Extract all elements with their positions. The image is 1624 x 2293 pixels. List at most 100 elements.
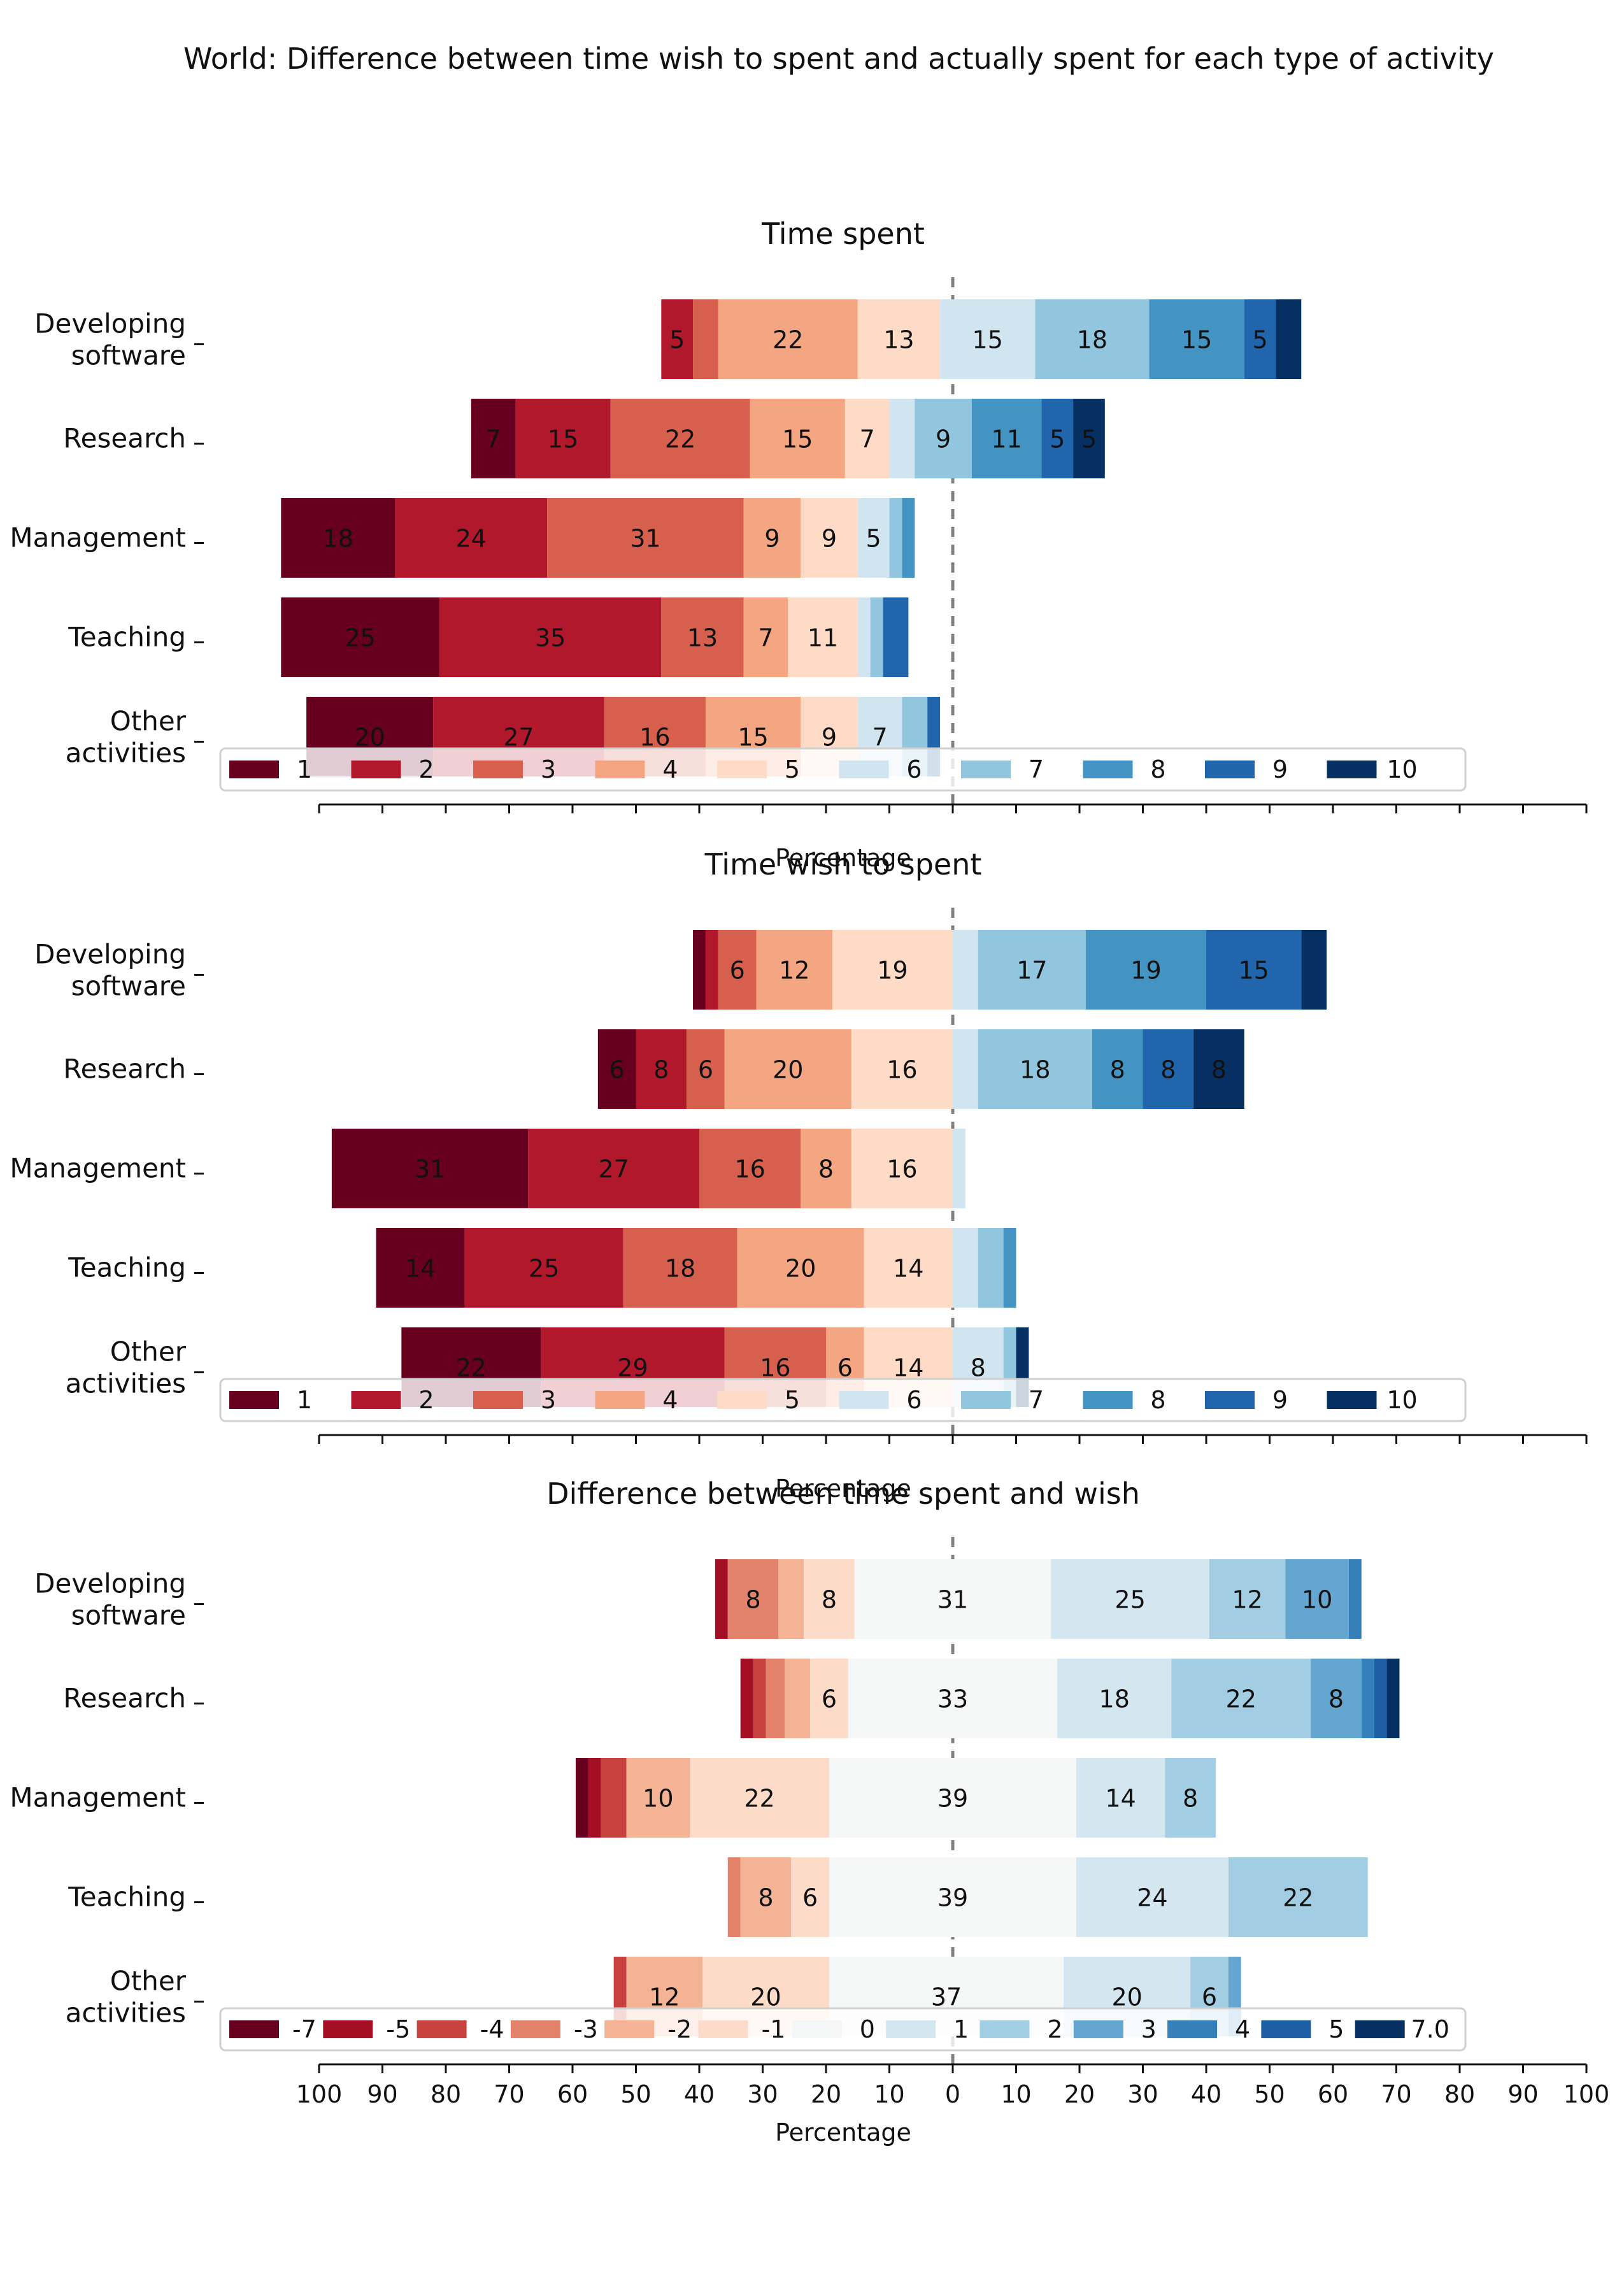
legend-swatch xyxy=(698,2020,748,2038)
x-tick-label: 0 xyxy=(945,2080,960,2108)
bar-segment xyxy=(737,1228,864,1308)
category-label: Management xyxy=(10,1782,186,1813)
bar-segment xyxy=(832,930,953,1010)
bar-value-label: 8 xyxy=(1211,1056,1227,1084)
bar-value-label: 18 xyxy=(1099,1685,1130,1713)
legend-label: -5 xyxy=(386,2015,410,2043)
bar-segment xyxy=(1035,299,1150,379)
legend-label: 1 xyxy=(297,1386,312,1414)
legend-swatch xyxy=(961,761,1011,778)
bar-value-label: 17 xyxy=(1016,957,1047,985)
bar-value-label: 22 xyxy=(773,326,803,354)
category-label: software xyxy=(71,971,186,1002)
bar-value-label: 37 xyxy=(931,1983,962,2011)
bar-segment xyxy=(1003,1228,1016,1308)
bar-value-label: 20 xyxy=(785,1255,816,1283)
bar-segment xyxy=(857,498,890,578)
legend-label: 3 xyxy=(541,755,556,783)
bar-value-label: 22 xyxy=(1226,1685,1257,1713)
bar-segment xyxy=(1285,1559,1349,1639)
bar-segment xyxy=(889,399,915,478)
legend-swatch xyxy=(717,1391,767,1409)
bar-value-label: 27 xyxy=(598,1155,629,1183)
bar-segment xyxy=(1171,1659,1311,1738)
bar-value-label: 15 xyxy=(972,326,1003,354)
legend-label: 4 xyxy=(662,755,678,783)
bar-segment xyxy=(1149,299,1244,379)
legend-label: 2 xyxy=(418,1386,434,1414)
x-tick-label: 60 xyxy=(1318,2080,1348,2108)
bar-segment xyxy=(626,1758,690,1838)
bar-segment xyxy=(1209,1559,1286,1639)
bar-segment xyxy=(953,1029,978,1109)
x-axis-label: Percentage xyxy=(775,844,911,872)
bar-segment xyxy=(750,399,845,478)
x-tick-label: 30 xyxy=(1127,2080,1158,2108)
legend-swatch xyxy=(1073,2020,1123,2038)
x-axis-label: Percentage xyxy=(775,2118,911,2147)
bar-value-label: 18 xyxy=(1077,326,1108,354)
legend-label: 5 xyxy=(1328,2015,1344,2043)
bar-value-label: 8 xyxy=(971,1354,986,1382)
category-label: Research xyxy=(63,1054,186,1085)
category-label: Other xyxy=(110,1336,187,1368)
bar-segment xyxy=(854,1559,1051,1639)
bar-segment xyxy=(953,1129,965,1208)
legend-swatch xyxy=(1261,2020,1311,2038)
bar-value-label: 5 xyxy=(1252,326,1267,354)
legend-swatch xyxy=(604,2020,655,2038)
category-label: Developing xyxy=(34,939,186,970)
bar-segment xyxy=(718,930,757,1010)
bar-value-label: 39 xyxy=(937,1884,968,1912)
bar-segment xyxy=(829,1758,1077,1838)
bar-segment xyxy=(883,597,909,677)
bar-value-label: 16 xyxy=(639,724,670,752)
legend-label: 7 xyxy=(1029,755,1044,783)
bar-value-label: 31 xyxy=(630,525,660,553)
bar-segment xyxy=(687,1029,725,1109)
bar-row: 10 22 39 14 8 xyxy=(575,1758,1216,1838)
bar-segment xyxy=(1244,299,1276,379)
legend-label: 0 xyxy=(860,2015,875,2043)
legend-label: -2 xyxy=(667,2015,692,2043)
bar-segment xyxy=(623,1228,737,1308)
x-tick-label: 20 xyxy=(1064,2080,1095,2108)
category-label: Teaching xyxy=(68,622,186,653)
bar-value-label: 8 xyxy=(745,1586,760,1614)
bar-value-label: 18 xyxy=(1020,1056,1050,1084)
bar-value-label: 7 xyxy=(486,425,501,454)
bar-segment xyxy=(705,930,718,1010)
x-tick-label: 90 xyxy=(367,2080,397,2108)
bar-value-label: 6 xyxy=(730,957,745,985)
bar-row: 8 6 39 24 22 xyxy=(727,1857,1368,1937)
x-tick-label: 40 xyxy=(1191,2080,1222,2108)
legend-swatch xyxy=(839,1391,889,1409)
bar-segment xyxy=(743,597,788,677)
bar-value-label: 22 xyxy=(744,1785,774,1813)
bar-segment xyxy=(864,1228,953,1308)
bar-segment xyxy=(810,1659,848,1738)
legend-label: -4 xyxy=(480,2015,504,2043)
bar-value-label: 13 xyxy=(883,326,914,354)
bar-row: 18 24 31 9 9 5 xyxy=(281,498,915,578)
bar-value-label: 8 xyxy=(818,1155,834,1183)
bar-value-label: 12 xyxy=(649,1983,680,2011)
bar-segment xyxy=(1076,1758,1165,1838)
bar-value-label: 31 xyxy=(937,1586,968,1614)
bar-value-label: 20 xyxy=(773,1056,803,1084)
bar-segment xyxy=(1143,1029,1194,1109)
bar-value-label: 20 xyxy=(1111,1983,1142,2011)
bar-value-label: 18 xyxy=(665,1255,695,1283)
bar-segment xyxy=(740,1857,792,1937)
legend-label: 9 xyxy=(1272,755,1288,783)
bar-row: 6 8 6 20 16 18 8 8 8 xyxy=(597,1029,1244,1109)
bar-segment xyxy=(718,299,858,379)
bar-value-label: 16 xyxy=(734,1155,765,1183)
bar-segment xyxy=(756,930,832,1010)
bar-value-label: 10 xyxy=(643,1785,673,1813)
bar-value-label: 6 xyxy=(609,1056,625,1084)
category-label: Research xyxy=(63,423,186,454)
bar-segment xyxy=(791,1857,829,1937)
legend-swatch xyxy=(323,2020,373,2038)
